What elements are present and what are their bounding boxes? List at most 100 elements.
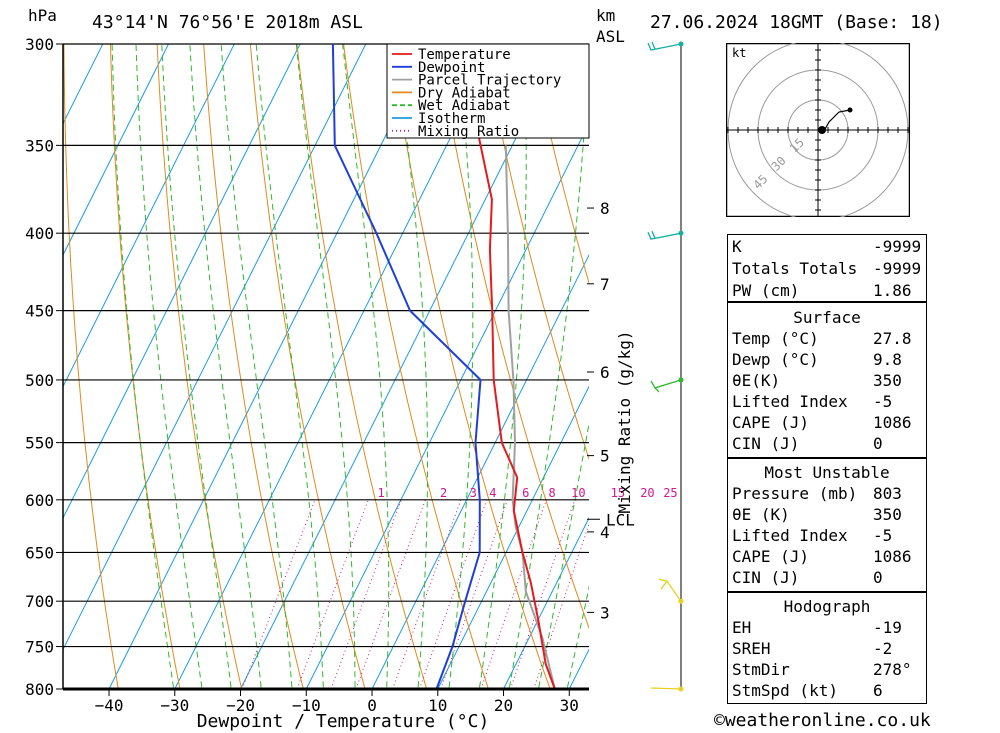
hodograph-indices-box: Hodograph EH -19 SREH -2 StmDir 278° Stm…: [727, 592, 927, 704]
legend-label: Mixing Ratio: [418, 124, 519, 140]
pressure-tick-label: 700: [25, 592, 54, 611]
wind-barb: [647, 41, 682, 51]
mixing-ratio-label: 10: [571, 486, 585, 500]
isotherm-line: [371, 253, 589, 689]
surface-row-cape: CAPE (J) 1086: [732, 413, 912, 432]
hodo-row-eh: EH -19: [732, 618, 902, 637]
copyright-text: ©weatheronline.co.uk: [714, 710, 931, 731]
km-unit-label: km: [596, 6, 616, 25]
isotherm-line: [63, 44, 235, 388]
surface-row-lifted-index: Lifted Index -5: [732, 392, 893, 411]
km-tick-label: 6: [600, 363, 610, 382]
surface-title: Surface: [793, 308, 861, 327]
pressure-tick-label: 350: [25, 136, 54, 155]
mu-row-pressure: Pressure (mb) 803: [732, 484, 902, 503]
x-tick-label: 30: [560, 696, 579, 715]
wet-adiabat-line: [295, 44, 356, 689]
hodograph-ticks: [727, 49, 909, 211]
pressure-tick-label: 450: [25, 302, 54, 321]
mixing-ratio-axis-label: Mixing Ratio (g/kg): [615, 330, 634, 513]
sounding-series: [331, 44, 556, 689]
legend-label: Dewpoint: [418, 60, 485, 76]
wet-adiabat-line: [566, 585, 589, 689]
wet-adiabat-line: [395, 44, 428, 689]
mixing-ratio-label: 25: [663, 486, 677, 500]
wet-adiabat-lines: [111, 44, 589, 689]
wet-adiabat-line: [220, 44, 293, 689]
mixing-ratio-label: 8: [548, 486, 555, 500]
most-unstable-box: Most Unstable Pressure (mb) 803 θE (K) 3…: [727, 458, 927, 592]
x-tick-label: 20: [494, 696, 513, 715]
surface-row-cin: CIN (J) 0: [732, 434, 883, 453]
x-tick-label: −20: [226, 696, 255, 715]
mu-row-cape: CAPE (J) 1086: [732, 547, 912, 566]
wind-barb: [658, 578, 682, 602]
mixing-ratio-line: [355, 499, 426, 689]
x-tick-label: −40: [95, 696, 124, 715]
hodograph-storm-marker: [818, 126, 826, 134]
isotherm-line: [174, 44, 498, 689]
mixing-ratio-line: [418, 499, 488, 689]
index-row-totals-totals: Totals Totals -9999: [732, 259, 922, 278]
pressure-tick-label: 600: [25, 491, 54, 510]
dewpoint-line: [331, 44, 482, 689]
wind-barb: [647, 230, 682, 240]
pressure-tick-label: 500: [25, 371, 54, 390]
surface-row-thetae: θE(K) 350: [732, 371, 902, 390]
pressure-tick-label: 300: [25, 35, 54, 54]
x-tick-label: −30: [160, 696, 189, 715]
pressure-tick-label: 550: [25, 434, 54, 453]
mixing-ratio-label: 20: [640, 486, 654, 500]
legend-label: Wet Adiabat: [418, 98, 511, 114]
hpa-unit-label: hPa: [28, 6, 57, 25]
mixing-ratio-label: 2: [440, 486, 447, 500]
dry-adiabat-line: [950, 44, 1000, 689]
isotherm-line: [503, 516, 589, 689]
dry-adiabat-line: [296, 44, 428, 689]
hodo-row-stmdir: StmDir 278°: [732, 660, 912, 679]
legend-label: Dry Adiabat: [418, 85, 511, 101]
km-tick-label: 4: [600, 523, 610, 542]
pressure-tick-label: 400: [25, 224, 54, 243]
dry-adiabat-line: [529, 44, 589, 285]
km-tick-label: 8: [600, 199, 610, 218]
mixing-ratio-label: 3: [470, 486, 477, 500]
pressure-tick-label: 750: [25, 638, 54, 657]
dry-adiabat-line: [996, 44, 1000, 689]
mixing-ratio-labels: 1 2 3 4 6 8 10 15 20 25: [378, 486, 678, 500]
x-tick-label: −10: [292, 696, 321, 715]
mixing-ratio-line: [509, 499, 576, 689]
hodo-row-sreh: SREH -2: [732, 639, 893, 658]
wet-adiabat-line: [161, 44, 232, 689]
datetime-title: 27.06.2024 18GMT (Base: 18): [650, 12, 943, 33]
isotherm-line: [108, 44, 432, 689]
location-title: 43°14'N 76°56'E 2018m ASL: [92, 12, 363, 33]
isotherm-line: [63, 44, 301, 520]
legend-box: [386, 43, 590, 139]
x-axis-label: Dewpoint / Temperature (°C): [197, 711, 490, 732]
asl-unit-label: ASL: [596, 27, 625, 46]
hodograph-box-title: Hodograph: [783, 597, 871, 616]
wind-barb: [650, 379, 682, 393]
km-tick-label: 3: [600, 603, 610, 622]
index-row-pw: PW (cm) 1.86: [732, 281, 912, 300]
mixing-ratio-line: [241, 499, 316, 689]
mixing-ratio-label: 15: [611, 486, 625, 500]
lcl-label: LCL: [606, 510, 635, 529]
mu-row-thetae: θE (K) 350: [732, 505, 902, 524]
surface-indices-box: Surface Temp (°C) 27.8 Dewp (°C) 9.8 θE(…: [727, 302, 927, 458]
wet-adiabat-line: [189, 44, 262, 689]
isotherm-line: [437, 385, 589, 689]
wet-adiabat-line: [111, 44, 175, 689]
legend-label: Temperature: [418, 47, 511, 63]
index-row-k: K -9999: [732, 237, 922, 256]
km-tick-label: 7: [600, 275, 610, 294]
dry-adiabat-line: [249, 44, 366, 689]
surface-row-dewp: Dewp (°C) 9.8: [732, 350, 902, 369]
wind-barb: [650, 687, 682, 690]
mixing-ratio-line: [392, 499, 462, 689]
mixing-ratio-line: [296, 499, 369, 689]
legend-label: Isotherm: [418, 111, 485, 127]
